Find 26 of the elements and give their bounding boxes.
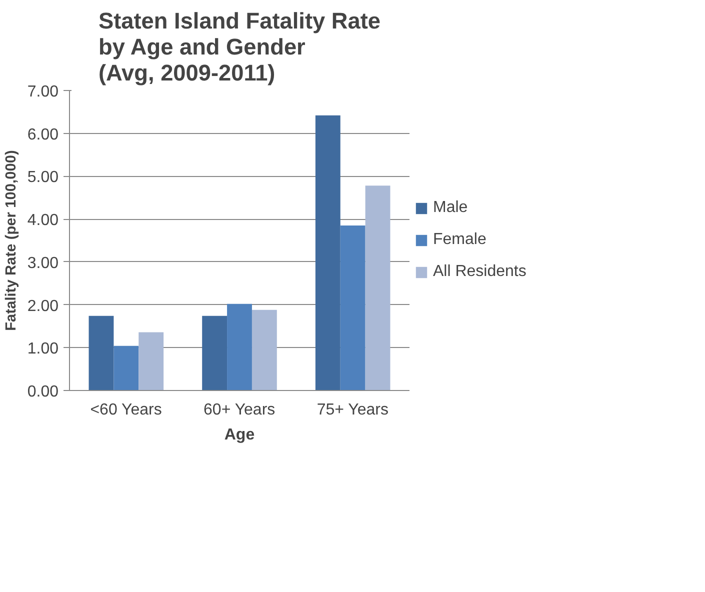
- x-tick-label: 75+ Years: [316, 402, 388, 418]
- bar: [315, 115, 340, 390]
- bar: [340, 226, 366, 390]
- bar: [252, 310, 277, 390]
- legend-label: Male: [433, 199, 468, 217]
- y-tick-label: 2.00: [27, 298, 59, 315]
- y-axis-title: Fatality Rate (per 100,000): [3, 150, 20, 331]
- legend-label: All Residents: [433, 263, 526, 281]
- bar: [202, 316, 228, 390]
- chart-title: Staten Island Fatality Rate by Age and Gender (Avg, 2009-2011): [98, 8, 381, 86]
- bar: [138, 332, 164, 390]
- y-tick-label: 0.00: [27, 384, 59, 400]
- legend-label: Female: [433, 231, 486, 249]
- x-axis-title: Age: [224, 426, 255, 444]
- bar: [88, 316, 114, 390]
- y-tick-label: 6.00: [27, 126, 59, 144]
- bar: [114, 346, 139, 390]
- bar: [227, 304, 252, 390]
- y-tick-label: 7.00: [27, 84, 59, 100]
- y-tick-label: 4.00: [27, 212, 59, 230]
- y-tick-label: 1.00: [27, 340, 59, 358]
- x-tick-label: <60 Years: [90, 402, 162, 418]
- x-tick-label: 60+ Years: [204, 402, 276, 418]
- y-tick-label: 3.00: [27, 254, 59, 272]
- y-tick-label: 5.00: [27, 169, 59, 186]
- bar: [365, 186, 390, 390]
